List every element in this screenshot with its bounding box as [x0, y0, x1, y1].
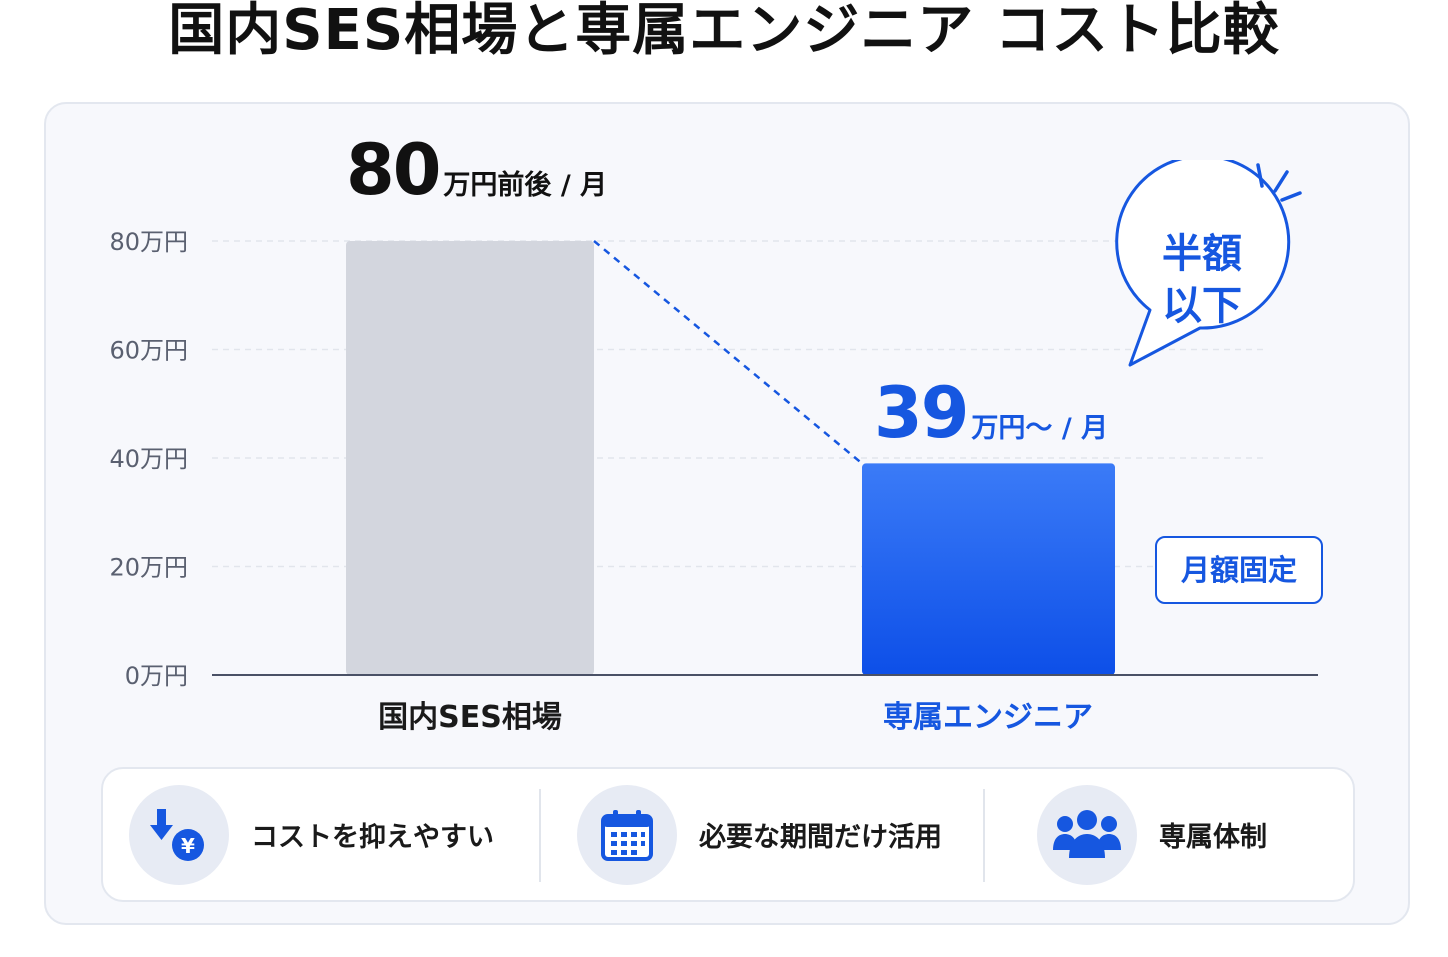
feature-divider: [539, 789, 541, 882]
value-unit-dedicated: 万円～ / 月: [971, 413, 1109, 444]
page-title: 国内SES相場と専属エンジニア コスト比較: [168, 0, 1280, 63]
bar-ses: [346, 241, 594, 675]
y-tick-label: 40万円: [109, 445, 188, 473]
callout-line-2: 以下: [1162, 283, 1242, 329]
calendar-icon: [577, 784, 677, 885]
x-tick-label-ses: 国内SES相場: [378, 700, 562, 735]
value-number-dedicated: 39: [874, 372, 969, 454]
value-number-ses: 80: [346, 129, 441, 211]
value-label-dedicated: 39 万円～ / 月: [874, 378, 1108, 448]
feature-label-period: 必要な期間だけ活用: [699, 822, 942, 853]
callout-line-1: 半額: [1162, 231, 1242, 277]
feature-cost: ¥ コストを抑えやすい: [129, 769, 494, 900]
feature-panel: ¥ コストを抑えやすい 必要な期間だけ活用: [101, 767, 1355, 902]
feature-period: 必要な期間だけ活用: [577, 769, 942, 900]
comparison-connector: [593, 240, 863, 465]
feature-label-team: 専属体制: [1159, 822, 1267, 853]
y-tick-label: 80万円: [109, 228, 188, 256]
bar-dedicated: [862, 463, 1115, 675]
fixed-monthly-tag: 月額固定: [1155, 536, 1323, 604]
callout-text: 半額 以下: [1114, 228, 1290, 332]
team-icon: [1037, 784, 1137, 885]
value-unit-ses: 万円前後 / 月: [443, 170, 608, 201]
y-tick-label: 0万円: [125, 662, 188, 690]
feature-divider: [983, 789, 985, 882]
speech-bubble: [1115, 160, 1302, 367]
y-tick-label: 20万円: [109, 554, 188, 582]
x-tick-label-dedicated: 専属エンジニア: [883, 700, 1093, 735]
svg-text:¥: ¥: [181, 834, 195, 858]
value-label-ses: 80 万円前後 / 月: [346, 135, 607, 205]
feature-label-cost: コストを抑えやすい: [251, 822, 494, 853]
y-tick-label: 60万円: [109, 337, 188, 365]
feature-team: 専属体制: [1037, 769, 1267, 900]
yen-down-arrow-icon: ¥: [129, 784, 229, 885]
